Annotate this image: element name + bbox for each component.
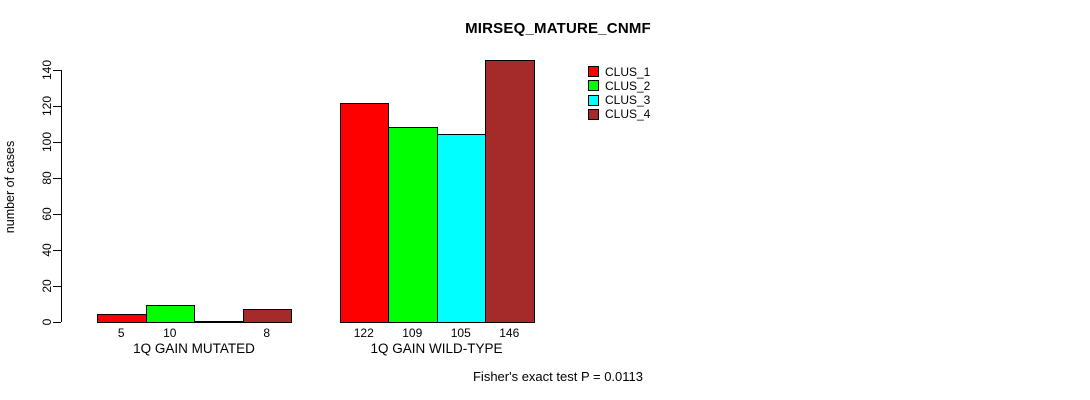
bar-value-label: 109 [402,326,423,340]
legend-swatch [588,80,599,92]
y-axis-tick-label: 80 [40,171,54,185]
bar-value-label: 8 [263,326,271,340]
bar-value-label: 5 [117,326,125,340]
bar [485,60,535,323]
legend-item: CLUS_3 [588,93,651,108]
y-axis-tick [53,286,61,287]
y-axis-tick [53,214,61,215]
y-axis-tick [53,142,61,143]
legend-item: CLUS_1 [588,64,651,79]
y-axis-tick [53,178,61,179]
y-axis-tick-label: 0 [40,318,54,326]
y-axis-tick [53,106,61,107]
bar [242,309,292,323]
chart-title: MIRSEQ_MATURE_CNMF [465,20,651,37]
y-axis-tick [53,250,61,251]
y-axis-tick-label: 20 [40,279,54,293]
legend-item: CLUS_4 [588,107,651,122]
stat-annotation: Fisher's exact test P = 0.0113 [472,369,643,384]
bar [194,321,244,323]
y-axis-tick-label: 100 [40,131,54,153]
x-category-label: 1Q GAIN WILD-TYPE [370,341,503,356]
y-axis-tick [53,322,61,323]
bar-value-label: 10 [163,326,177,340]
legend-swatch [588,94,599,106]
legend-item: CLUS_2 [588,78,651,93]
y-axis-tick-label: 120 [40,95,54,117]
bar [436,134,486,323]
legend-label: CLUS_2 [605,78,651,93]
y-axis-tick-label: 140 [40,59,54,81]
legend-label: CLUS_4 [605,107,651,122]
bar-value-label: 105 [450,326,471,340]
legend-label: CLUS_3 [605,93,651,108]
y-axis-line [61,70,62,322]
bar [388,127,438,323]
y-axis-tick-label: 40 [40,243,54,257]
legend-swatch [588,66,599,77]
bar [97,314,147,323]
y-axis-tick [53,70,61,71]
y-axis-tick-label: 60 [40,207,54,221]
bar-value-label: 122 [353,326,374,340]
legend-label: CLUS_1 [605,64,651,79]
y-axis-label: number of cases [3,140,17,234]
bar [145,305,195,323]
x-category-label: 1Q GAIN MUTATED [133,341,255,356]
legend-swatch [588,108,599,120]
bar [339,103,389,323]
bar-value-label: 146 [499,326,520,340]
